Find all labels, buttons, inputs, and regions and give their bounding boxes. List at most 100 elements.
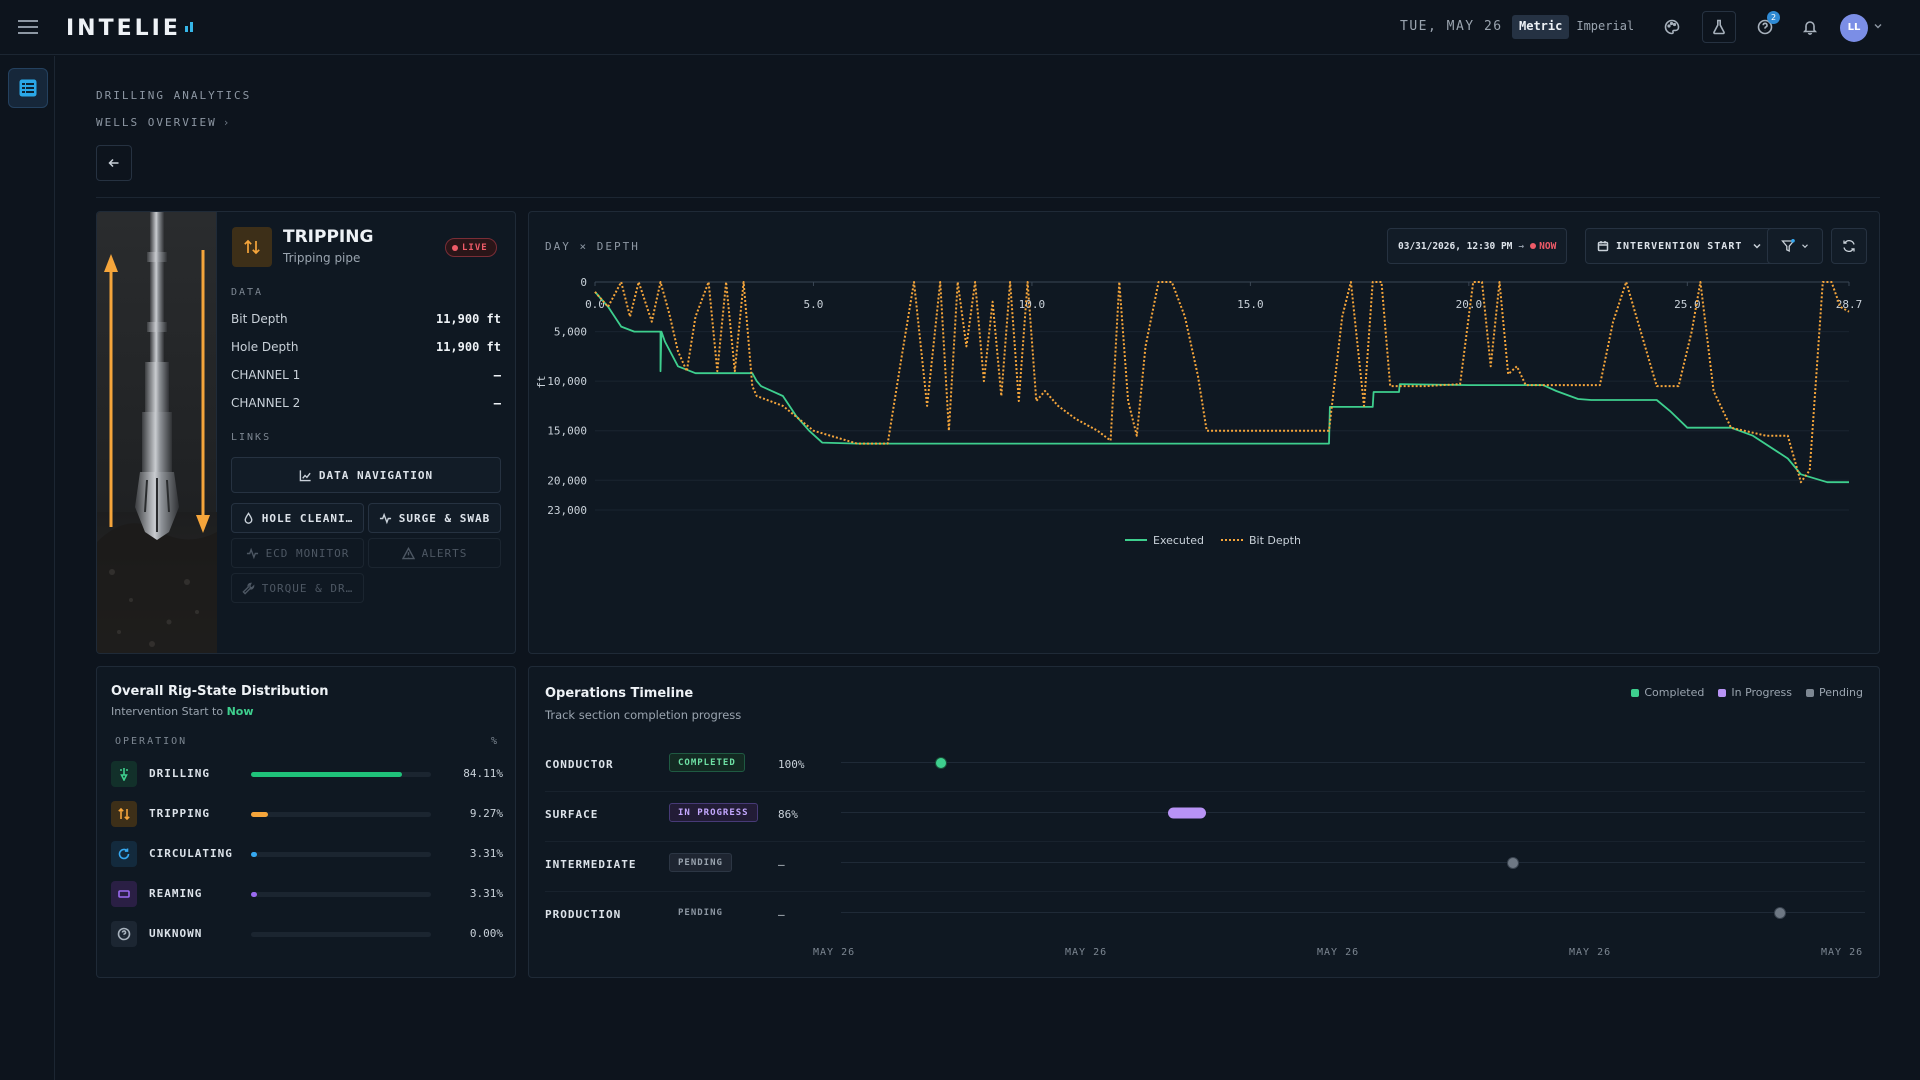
timeline-marker-completed[interactable] <box>933 757 949 769</box>
sidebar-item-dashboard[interactable] <box>8 68 48 108</box>
distribution-row-reaming: REAMING 3.31% <box>111 880 503 908</box>
day-depth-chart-panel: DAY × DEPTH 03/31/2026, 12:30 PM → NOW I… <box>528 211 1880 654</box>
ecd-monitor-button: ECD MONITOR <box>231 538 364 568</box>
menu-icon[interactable] <box>18 17 38 37</box>
legend-bit-depth-label: Bit Depth <box>1249 534 1301 547</box>
refresh-button[interactable] <box>1831 228 1867 264</box>
torque-drag-button: TORQUE & DR… <box>231 573 364 603</box>
circulate-icon <box>111 841 137 867</box>
timeline-marker-pending[interactable] <box>1772 907 1788 919</box>
filter-button[interactable] <box>1767 228 1823 264</box>
surge-swab-button[interactable]: SURGE & SWAB <box>368 503 501 533</box>
distribution-subtitle: Intervention Start to Now <box>111 705 254 718</box>
flask-icon[interactable] <box>1702 11 1736 43</box>
y-tick-label: 0 <box>580 276 587 289</box>
distribution-name: UNKNOWN <box>149 927 203 940</box>
timeline-row-divider <box>545 841 1865 842</box>
unit-metric-option[interactable]: Metric <box>1512 15 1570 39</box>
breadcrumb-wells-overview[interactable]: WELLS OVERVIEW <box>96 116 217 129</box>
alerts-label: ALERTS <box>421 546 468 560</box>
section-name: PRODUCTION <box>545 908 622 921</box>
chevron-down-icon[interactable] <box>1872 20 1884 32</box>
channel-1-value: — <box>493 368 501 382</box>
y-tick-label: 15,000 <box>547 425 587 438</box>
timeline-axis-label: MAY 26 <box>1569 947 1612 958</box>
intervention-start-select[interactable]: INTERVENTION START <box>1585 228 1776 264</box>
timeline-row-intermediate[interactable]: INTERMEDIATE PENDING — <box>545 841 1865 891</box>
distribution-name: DRILLING <box>149 767 210 780</box>
timeline-track <box>841 812 1865 813</box>
timeline-marker-in-progress[interactable] <box>1167 807 1207 819</box>
percent-column-header: % <box>490 736 497 747</box>
x-tick-label: 25.0 <box>1674 298 1701 311</box>
intervention-start-label: INTERVENTION START <box>1616 240 1743 252</box>
distribution-name: TRIPPING <box>149 807 210 820</box>
bit-depth-series-line <box>594 281 1850 484</box>
unit-imperial-option[interactable]: Imperial <box>1576 19 1635 33</box>
droplet-icon <box>244 511 253 524</box>
x-tick-label: 20.0 <box>1456 298 1483 311</box>
legend-swatch <box>1806 688 1815 697</box>
timeline-track <box>841 862 1865 863</box>
header-divider <box>96 197 1880 198</box>
timeline-track <box>841 912 1865 913</box>
sidebar <box>0 56 55 1080</box>
top-bar: INTELIE TUE, MAY 26 Metric Imperial 2 LL <box>0 0 1920 55</box>
ecd-monitor-label: ECD MONITOR <box>265 546 350 560</box>
theme-palette-icon[interactable] <box>1659 14 1685 40</box>
bit-depth-row: Bit Depth 11,900 ft <box>231 312 501 330</box>
distribution-row-drilling: DRILLING 84.11% <box>111 760 503 788</box>
unit-toggle[interactable]: Metric Imperial <box>1512 15 1641 39</box>
executed-series-line <box>594 291 1849 484</box>
logo-text: INTELIE <box>66 15 181 41</box>
timeline-row-conductor[interactable]: CONDUCTOR COMPLETED 100% <box>545 741 1865 791</box>
legend-in-progress-label: In Progress <box>1731 686 1793 699</box>
drill-string-illustration <box>97 212 217 653</box>
timeline-row-production[interactable]: PRODUCTION PENDING — <box>545 891 1865 941</box>
timeline-marker-pending[interactable] <box>1505 857 1521 869</box>
logo[interactable]: INTELIE <box>66 15 193 41</box>
chart-title: DAY × DEPTH <box>545 240 640 253</box>
hole-cleaning-button[interactable]: HOLE CLEANI… <box>231 503 364 533</box>
date-range-now: NOW <box>1530 241 1556 252</box>
avatar[interactable]: LL <box>1840 14 1868 42</box>
hole-cleaning-label: HOLE CLEANI… <box>261 511 354 525</box>
distribution-bar-fill <box>251 812 268 817</box>
legend-pending: Pending <box>1806 686 1863 699</box>
section-name: SURFACE <box>545 808 599 821</box>
channel-2-label: CHANNEL 2 <box>231 396 301 410</box>
timeline-axis-label: MAY 26 <box>1317 947 1360 958</box>
section-progress: 100% <box>778 758 805 771</box>
links-section-label: LINKS <box>231 432 272 443</box>
distribution-percent: 3.31% <box>469 847 503 860</box>
legend-executed-label: Executed <box>1153 534 1204 547</box>
distribution-bar-track <box>251 852 431 857</box>
data-section-label: DATA <box>231 287 264 298</box>
distribution-percent: 9.27% <box>469 807 503 820</box>
distribution-row-tripping: TRIPPING 9.27% <box>111 800 503 828</box>
timeline-row-divider <box>545 891 1865 892</box>
date-range-now-label: NOW <box>1539 240 1557 252</box>
bell-icon[interactable] <box>1797 14 1823 40</box>
y-tick-label: 5,000 <box>554 326 587 339</box>
data-navigation-button[interactable]: DATA NAVIGATION <box>231 457 501 493</box>
distribution-percent: 0.00% <box>469 927 503 940</box>
timeline-row-surface[interactable]: SURFACE IN PROGRESS 86% <box>545 791 1865 841</box>
live-badge: LIVE <box>445 238 497 257</box>
help-badge: 2 <box>1767 11 1780 24</box>
date-range-picker[interactable]: 03/31/2026, 12:30 PM → NOW <box>1387 228 1568 264</box>
section-name: CONDUCTOR <box>545 758 614 771</box>
help-icon[interactable]: 2 <box>1752 11 1780 40</box>
timeline-subtitle: Track section completion progress <box>545 708 742 722</box>
timeline-track <box>841 762 1865 763</box>
chart-icon <box>299 469 311 481</box>
section-name: INTERMEDIATE <box>545 858 637 871</box>
distribution-name: CIRCULATING <box>149 847 233 860</box>
y-tick-label: 20,000 <box>547 474 587 487</box>
logo-mark-icon <box>183 13 193 32</box>
distribution-subtitle-now: Now <box>226 705 254 718</box>
back-button[interactable] <box>96 145 132 181</box>
arrows-updown-icon <box>111 801 137 827</box>
breadcrumb[interactable]: WELLS OVERVIEW › <box>96 116 231 129</box>
y-tick-label: 10,000 <box>547 375 587 388</box>
